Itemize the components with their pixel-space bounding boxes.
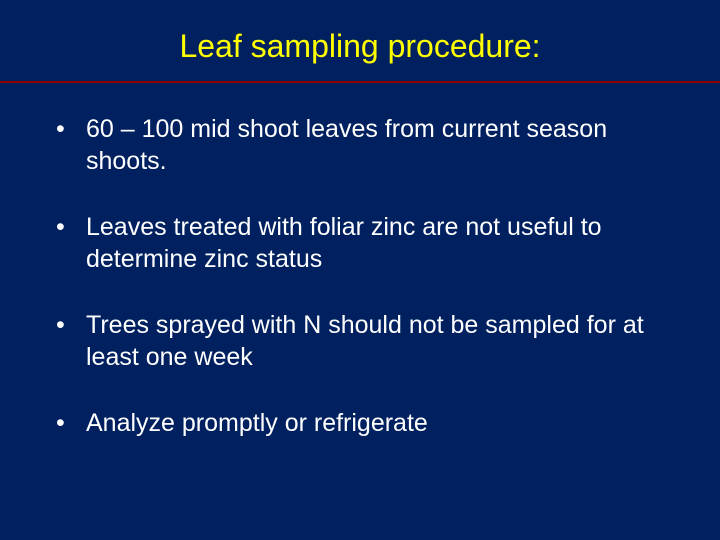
slide-content: 60 – 100 mid shoot leaves from current s… (0, 83, 720, 439)
slide: Leaf sampling procedure: 60 – 100 mid sh… (0, 0, 720, 540)
list-item: Analyze promptly or refrigerate (44, 407, 676, 439)
slide-title: Leaf sampling procedure: (0, 28, 720, 81)
list-item: Leaves treated with foliar zinc are not … (44, 211, 676, 275)
list-item: Trees sprayed with N should not be sampl… (44, 309, 676, 373)
list-item: 60 – 100 mid shoot leaves from current s… (44, 113, 676, 177)
bullet-list: 60 – 100 mid shoot leaves from current s… (44, 113, 676, 439)
